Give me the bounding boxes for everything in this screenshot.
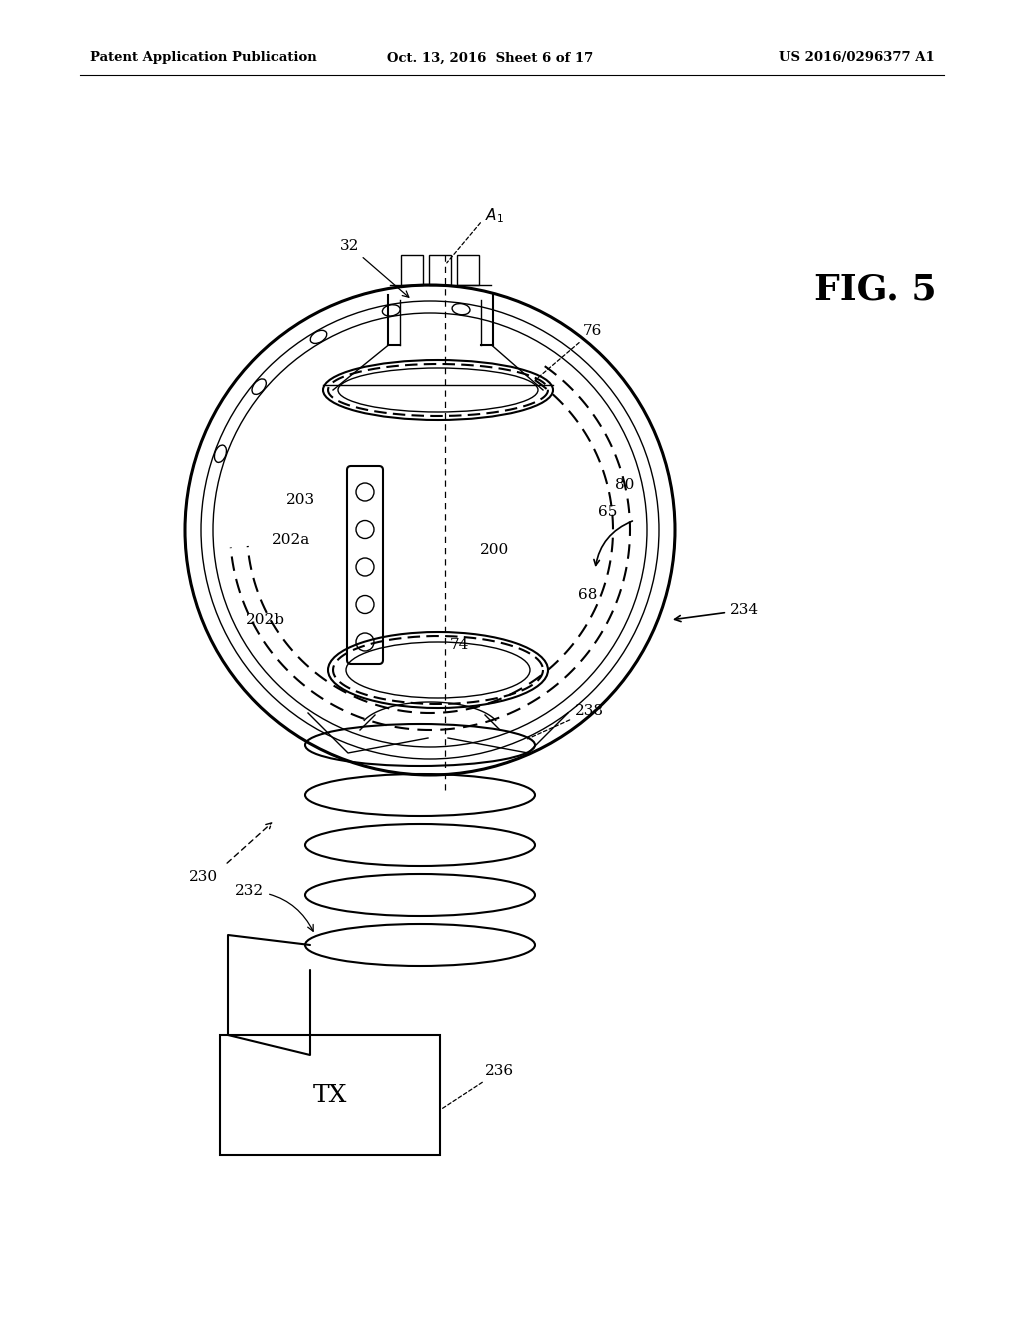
- Text: 32: 32: [340, 239, 409, 297]
- Text: 203: 203: [286, 492, 315, 507]
- Text: 236: 236: [442, 1064, 514, 1109]
- Text: 68: 68: [578, 587, 597, 602]
- Text: 76: 76: [536, 323, 602, 380]
- Text: FIG. 5: FIG. 5: [814, 273, 936, 308]
- Text: 234: 234: [675, 603, 759, 622]
- Text: 200: 200: [480, 543, 509, 557]
- Text: US 2016/0296377 A1: US 2016/0296377 A1: [779, 51, 935, 65]
- Text: 202b: 202b: [246, 612, 285, 627]
- Text: 74: 74: [450, 638, 469, 652]
- Bar: [429, 255, 451, 285]
- Bar: [457, 255, 479, 285]
- Text: TX: TX: [312, 1084, 347, 1106]
- Text: $A_1$: $A_1$: [446, 206, 504, 263]
- Text: 238: 238: [527, 704, 604, 739]
- Text: Oct. 13, 2016  Sheet 6 of 17: Oct. 13, 2016 Sheet 6 of 17: [387, 51, 593, 65]
- Text: 232: 232: [234, 884, 313, 931]
- Text: 202a: 202a: [271, 533, 310, 546]
- Text: 80: 80: [615, 478, 635, 492]
- Text: Patent Application Publication: Patent Application Publication: [90, 51, 316, 65]
- Text: 230: 230: [188, 870, 218, 884]
- Bar: [220, 1035, 440, 1155]
- Text: 65: 65: [598, 506, 617, 519]
- Bar: [401, 255, 423, 285]
